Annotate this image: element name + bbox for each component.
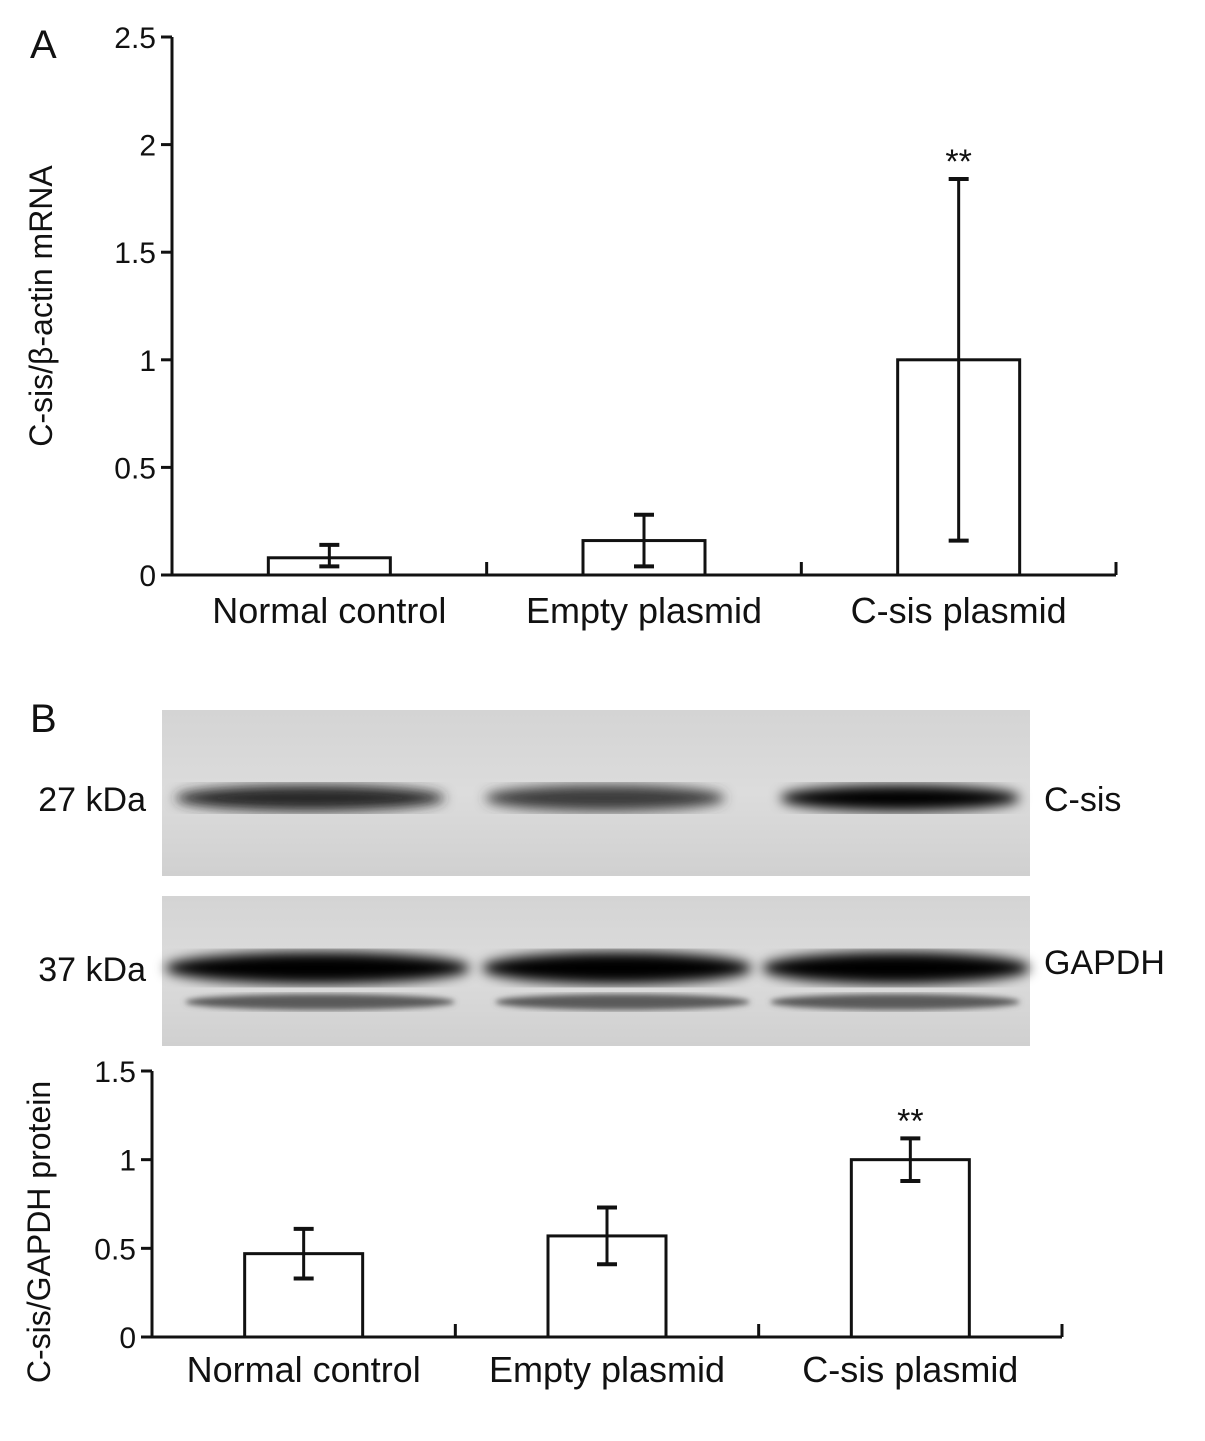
protein-label-c-sis: C-sis [1044, 781, 1121, 819]
chart-a-ylabel: C-sis/β-actin mRNA [23, 165, 59, 447]
chart-a-error-bar [948, 177, 969, 543]
c-sis-band [780, 785, 1020, 811]
gapdh-secondary-band [770, 994, 1020, 1010]
protein-label-gapdh: GAPDH [1044, 944, 1165, 982]
chart-a-error-bar [319, 542, 340, 569]
chart-b-bar [546, 1234, 668, 1339]
chart-a-category-label: Empty plasmid [526, 590, 762, 631]
gapdh-secondary-band [495, 994, 750, 1010]
gapdh-secondary-band [185, 994, 455, 1010]
panel-a-letter: A [30, 23, 57, 67]
c-sis-band [175, 785, 445, 811]
chart-a-y-tick-label: 1.5 [114, 237, 156, 270]
chart-b-y-tick-label: 1 [119, 1145, 136, 1178]
chart-a-y-tick-label: 0.5 [114, 452, 156, 485]
chart-b-y-tick-label: 0.5 [94, 1233, 136, 1266]
chart-a-category-label: C-sis plasmid [851, 590, 1067, 631]
gapdh-band [762, 952, 1030, 984]
chart-a-y-tick-label: 1 [139, 345, 156, 378]
chart-a-y-tick-label: 2 [139, 130, 156, 163]
gapdh-band [482, 952, 752, 984]
chart-a-error-bar [634, 512, 654, 569]
marker-27kda: 27 kDa [38, 781, 146, 819]
chart-b-ylabel: C-sis/GAPDH protein [21, 1081, 57, 1383]
chart-b: C-sis/GAPDH protein 0 0.5 1 1.5 Normal contr… [21, 1056, 1064, 1390]
chart-b-error-bar [293, 1226, 314, 1281]
chart-b-category-label: Empty plasmid [489, 1349, 725, 1390]
c-sis-bands [175, 785, 1020, 811]
chart-a-significance-mark: ** [945, 143, 971, 181]
chart-a-y-tick-label: 0 [139, 560, 156, 593]
chart-b-category-label: Normal control [187, 1349, 421, 1390]
chart-b-error-bar [597, 1205, 617, 1267]
gapdh-band [165, 952, 470, 984]
chart-a-category-label: Normal control [212, 590, 446, 631]
chart-b-y-tick-label: 0 [119, 1322, 136, 1355]
chart-b-error-bar [900, 1136, 921, 1183]
chart-b-significance-mark: ** [897, 1102, 923, 1140]
western-blot: 27 kDa C-sis 37 kDa GAPDH [38, 710, 1165, 1046]
chart-a-y-tick-label: 2.5 [114, 22, 156, 55]
chart-b-y-tick-label: 1.5 [94, 1056, 136, 1089]
chart-b-category-label: C-sis plasmid [802, 1349, 1018, 1390]
panel-b-letter: B [30, 697, 57, 741]
chart-a: C-sis/β-actin mRNA 0 0.5 1 1.5 2 2.5 Normal co… [23, 22, 1118, 631]
c-sis-band [485, 785, 725, 811]
chart-b-bar [849, 1158, 971, 1339]
marker-37kda: 37 kDa [38, 951, 146, 989]
gapdh-bands [165, 952, 1030, 1010]
